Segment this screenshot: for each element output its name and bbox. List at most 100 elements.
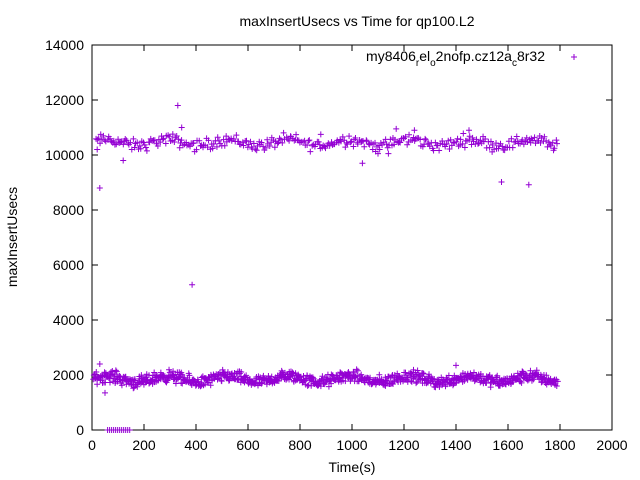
data-point — [343, 139, 350, 146]
data-point-outlier — [466, 127, 472, 134]
data-point — [501, 147, 508, 154]
data-point — [489, 141, 496, 148]
data-point — [247, 138, 254, 145]
data-point — [120, 141, 127, 148]
data-point — [162, 140, 169, 147]
data-point — [461, 144, 468, 151]
data-point — [286, 137, 293, 144]
data-point — [289, 369, 296, 376]
data-point — [98, 136, 105, 143]
data-point — [97, 140, 104, 147]
data-point — [166, 366, 173, 373]
data-point — [113, 368, 120, 375]
data-point — [187, 143, 194, 150]
data-point — [460, 130, 467, 137]
data-point — [328, 380, 335, 387]
data-point — [414, 379, 421, 386]
data-point — [131, 144, 138, 151]
data-point — [350, 143, 357, 150]
data-point-outlier — [498, 178, 505, 185]
data-point — [347, 139, 354, 146]
data-point — [171, 138, 178, 145]
x-tick-label: 800 — [288, 437, 312, 453]
data-point — [154, 142, 161, 149]
data-point — [179, 371, 186, 378]
data-point — [213, 143, 220, 150]
data-point — [240, 142, 247, 149]
data-point — [408, 378, 415, 385]
data-point — [346, 133, 353, 140]
x-tick-label: 200 — [132, 437, 156, 453]
data-point — [402, 133, 409, 140]
data-point — [353, 366, 360, 373]
data-point — [339, 133, 346, 140]
data-point — [115, 136, 122, 143]
data-point-outlier — [385, 150, 392, 157]
data-point — [466, 136, 473, 143]
data-point — [326, 142, 333, 149]
data-point — [243, 137, 250, 144]
data-point — [344, 141, 351, 148]
data-point — [110, 137, 117, 144]
data-point — [384, 144, 391, 151]
data-point — [554, 378, 561, 385]
data-point — [413, 380, 420, 387]
data-point — [279, 139, 286, 146]
x-tick-label: 400 — [184, 437, 208, 453]
x-tick-label: 1200 — [388, 437, 419, 453]
data-point — [176, 144, 183, 151]
data-point — [106, 379, 113, 386]
x-tick-label: 600 — [236, 437, 260, 453]
data-point — [519, 136, 526, 143]
data-point — [430, 147, 437, 154]
data-point — [533, 367, 540, 374]
data-point — [275, 378, 282, 385]
x-tick-label: 1400 — [440, 437, 471, 453]
data-point — [134, 139, 141, 146]
data-point — [475, 140, 482, 147]
data-point — [221, 142, 228, 149]
data-point — [426, 371, 433, 378]
data-point — [223, 133, 230, 140]
x-axis-label: Time(s) — [329, 459, 376, 475]
y-tick-label: 14000 — [45, 37, 84, 53]
data-point — [487, 380, 494, 387]
data-point — [315, 138, 322, 145]
data-point — [487, 138, 494, 145]
data-point — [342, 378, 349, 385]
data-point — [252, 146, 259, 153]
legend-part-7: 8r32 — [517, 48, 545, 64]
data-point — [186, 372, 193, 379]
data-point — [352, 134, 359, 141]
data-point — [325, 140, 332, 147]
data-point-outlier — [96, 361, 103, 367]
data-point — [553, 382, 560, 389]
data-point — [397, 139, 404, 146]
data-point — [494, 372, 501, 379]
data-point — [457, 136, 464, 143]
data-point — [453, 138, 460, 145]
data-point — [520, 141, 527, 148]
data-point — [216, 137, 223, 144]
data-point — [93, 368, 100, 375]
data-point — [328, 371, 335, 378]
data-point — [108, 369, 115, 376]
data-point — [166, 133, 173, 140]
data-point — [179, 380, 186, 387]
x-tick-label: 1600 — [492, 437, 523, 453]
data-point — [446, 145, 453, 152]
y-axis-label: maxInsertUsecs — [4, 187, 20, 287]
legend-part-4: o — [430, 58, 436, 69]
data-point — [469, 134, 476, 141]
data-point — [372, 139, 379, 146]
data-point — [111, 375, 118, 382]
data-point — [538, 379, 545, 386]
data-point — [493, 140, 500, 147]
data-point — [253, 147, 260, 154]
data-point — [305, 382, 312, 389]
data-point — [231, 375, 238, 382]
data-point — [543, 372, 550, 379]
data-point — [499, 143, 506, 150]
y-tick-label: 8000 — [53, 202, 84, 218]
data-point — [266, 142, 273, 149]
